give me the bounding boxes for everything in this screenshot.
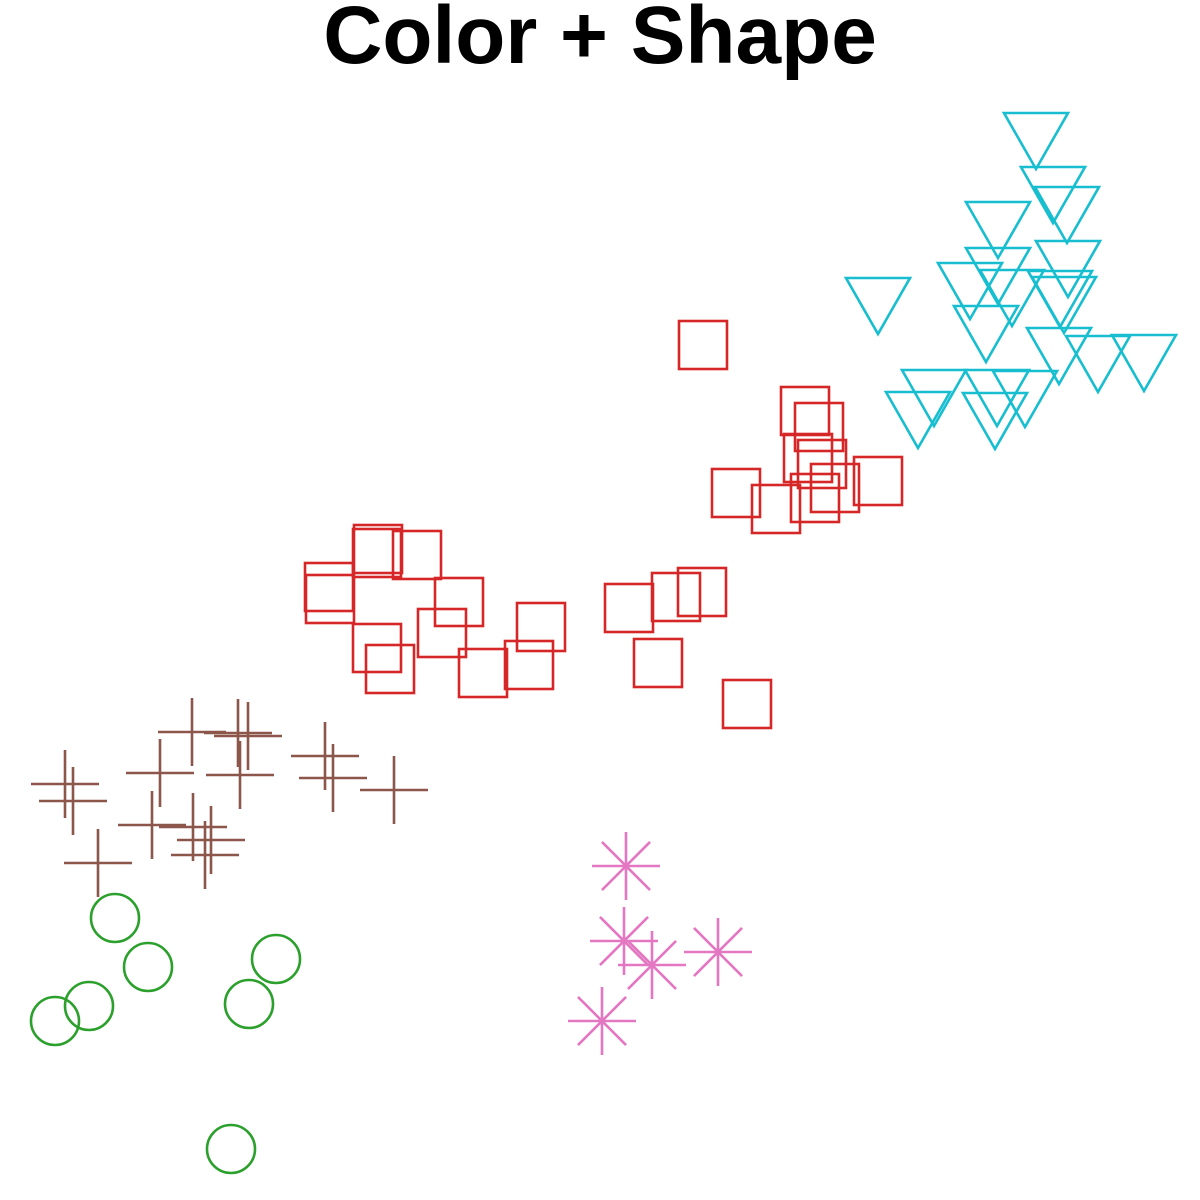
data-point-circle [250,933,302,985]
data-point-square [852,455,904,507]
data-point-plus [177,806,245,874]
data-point-plus [39,767,107,835]
data-point-asterisk [568,987,636,1055]
data-point-plus [206,741,274,809]
data-point-square [676,566,728,618]
data-point-triangle-down [1001,111,1071,172]
data-point-triangle-down [990,369,1060,430]
data-point-square [650,571,702,623]
data-point-triangle-down [843,276,913,337]
data-point-triangle-down [935,261,1005,322]
data-point-triangle-down [1109,333,1179,394]
data-point-square [782,432,834,484]
series-asterisk [568,832,752,1055]
data-point-triangle-down [1063,334,1133,395]
data-point-circle [89,892,141,944]
data-point-square [789,472,841,524]
data-point-triangle-down [1024,326,1094,387]
data-point-triangle-down [977,268,1047,329]
data-point-square [351,622,403,674]
data-point-triangle-down [1032,185,1102,246]
data-point-square [809,462,861,514]
data-point-square [793,401,845,453]
series-plus [31,698,428,897]
data-point-square [603,582,655,634]
data-point-plus [126,739,194,807]
data-point-plus [360,756,428,824]
data-point-plus [159,793,227,861]
data-point-triangle-down [963,200,1033,261]
data-point-square [304,573,356,625]
series-triangle-down [843,111,1179,452]
data-point-square [433,576,485,628]
data-point-square [391,529,443,581]
data-point-square [303,561,355,613]
data-point-square [416,607,468,659]
data-point-triangle-down [1033,239,1103,300]
data-point-triangle-down [883,390,953,451]
data-point-square [364,643,416,695]
data-point-plus [299,744,367,812]
data-point-square [779,385,831,437]
data-point-triangle-down [899,368,969,429]
data-point-square [503,639,555,691]
data-point-asterisk [684,918,752,986]
data-point-plus [64,829,132,897]
data-point-plus [214,702,282,770]
data-point-circle [223,978,275,1030]
data-point-square [632,637,684,689]
data-point-asterisk [618,931,686,999]
data-point-circle [29,995,81,1047]
series-circle [29,892,302,1175]
data-point-square [750,483,802,535]
data-point-plus [171,821,239,889]
data-point-circle [63,980,115,1032]
data-point-triangle-down [960,391,1030,452]
data-point-square [457,647,509,699]
data-point-circle [122,941,174,993]
data-point-asterisk [592,832,660,900]
data-point-triangle-down [1029,275,1099,336]
data-point-square [351,527,403,579]
series-square [303,319,904,730]
data-point-square [515,601,567,653]
data-point-plus [204,699,272,767]
data-point-plus [31,750,99,818]
data-point-plus [118,791,186,859]
chart-title: Color + Shape [323,0,877,81]
data-point-triangle-down [951,304,1021,365]
data-point-plus [291,722,359,790]
data-point-asterisk [590,907,658,975]
data-point-circle [205,1123,257,1175]
data-point-square [677,319,729,371]
data-point-triangle-down [1018,165,1088,226]
data-point-square [721,678,773,730]
data-point-square [710,467,762,519]
